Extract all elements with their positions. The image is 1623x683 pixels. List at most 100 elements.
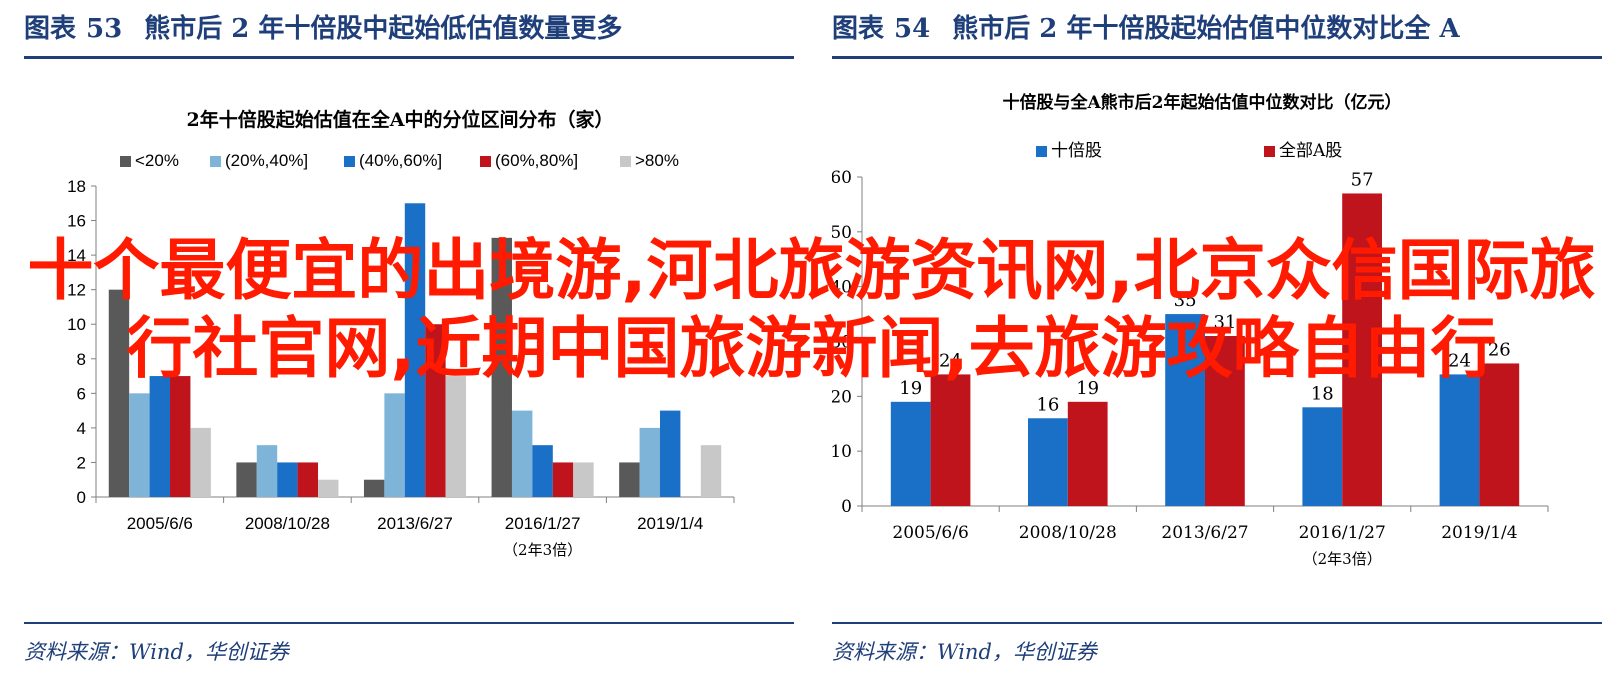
data-label: 18 xyxy=(1311,383,1334,404)
figure-number: 53 xyxy=(86,14,123,44)
chart-title: 十倍股与全A熊市后2年起始估值中位数对比（亿元） xyxy=(1002,92,1401,113)
legend-label: 十倍股 xyxy=(1051,141,1102,161)
bar xyxy=(190,427,211,497)
bar xyxy=(639,427,660,497)
bar xyxy=(890,401,931,506)
y-tick-label: 10 xyxy=(67,315,86,334)
y-tick-label: 2 xyxy=(77,453,86,472)
x-tick-label: 2019/1/4 xyxy=(1441,523,1517,543)
bar xyxy=(1479,363,1520,506)
y-tick-label: 4 xyxy=(77,419,86,438)
figure-title: 熊市后 2 年十倍股起始估值中位数对比全 A xyxy=(952,14,1460,44)
bar xyxy=(532,445,553,497)
x-tick-label: 2019/1/4 xyxy=(637,514,703,533)
x-tick-label: 2008/10/28 xyxy=(1019,523,1117,543)
y-tick-label: 20 xyxy=(832,387,852,407)
data-label: 24 xyxy=(939,350,962,371)
legend-swatch xyxy=(1264,146,1275,157)
y-tick-label: 16 xyxy=(67,212,86,231)
bar xyxy=(129,393,150,497)
legend-swatch xyxy=(210,156,221,167)
y-tick-label: 6 xyxy=(77,384,86,403)
bar xyxy=(149,376,171,497)
bar xyxy=(297,462,319,497)
x-tick-label: 2016/1/27 xyxy=(1299,523,1386,543)
figure-header: 图表 53 熊市后 2 年十倍股中起始低估值数量更多 xyxy=(24,8,622,45)
legend-label: 全部A股 xyxy=(1279,141,1342,161)
bar xyxy=(108,289,130,497)
x-category-note: （2年3倍） xyxy=(1303,550,1382,568)
x-category-note: （2年3倍） xyxy=(503,541,582,559)
bar xyxy=(318,479,339,497)
data-label: 16 xyxy=(1036,394,1059,415)
figure-number: 54 xyxy=(894,14,931,44)
bar xyxy=(1302,407,1343,506)
y-tick-label: 40 xyxy=(832,278,852,298)
legend-label: (20%,40%] xyxy=(225,151,308,170)
footer-rule xyxy=(832,622,1602,624)
legend-label: (40%,60%] xyxy=(359,151,442,170)
figure-header: 图表 54 熊市后 2 年十倍股起始估值中位数对比全 A xyxy=(832,8,1460,45)
bar xyxy=(491,237,512,498)
data-label: 19 xyxy=(1076,378,1099,399)
source-note: 资料来源：Wind，华创证券 xyxy=(24,640,289,664)
chart-quantile-distribution: 2年十倍股起始估值在全A中的分位区间分布（家） <20% (20%,40%] (40%… xyxy=(67,108,735,559)
bar xyxy=(277,462,298,497)
figure-label: 图表 xyxy=(832,14,885,44)
x-tick-label: 2016/1/27 xyxy=(505,514,581,533)
figure-label: 图表 xyxy=(24,14,77,44)
bar xyxy=(1028,418,1068,506)
figure-title: 熊市后 2 年十倍股中起始低估值数量更多 xyxy=(144,14,623,44)
y-tick-label: 0 xyxy=(841,497,852,517)
y-tick-label: 12 xyxy=(67,281,86,300)
bar xyxy=(511,410,533,497)
bar xyxy=(384,393,405,497)
legend-swatch xyxy=(1036,146,1047,157)
y-tick-label: 8 xyxy=(77,350,86,369)
bar xyxy=(1165,314,1205,506)
bar xyxy=(425,324,446,497)
bar xyxy=(445,376,467,497)
y-tick-label: 30 xyxy=(832,333,852,353)
bar xyxy=(700,445,722,497)
data-label: 19 xyxy=(899,378,922,399)
legend-swatch xyxy=(480,156,491,167)
x-tick-label: 2005/6/6 xyxy=(127,514,193,533)
legend-label: <20% xyxy=(135,151,179,170)
y-tick-label: 50 xyxy=(832,223,852,243)
bar xyxy=(659,410,681,497)
bar xyxy=(573,462,594,497)
bar xyxy=(170,376,191,497)
header-rule xyxy=(832,56,1602,59)
bar xyxy=(930,374,971,506)
legend-swatch xyxy=(120,156,131,167)
x-tick-label: 2013/6/27 xyxy=(377,514,453,533)
bar xyxy=(1205,336,1245,506)
source-note: 资料来源：Wind，华创证券 xyxy=(832,640,1097,664)
bar xyxy=(1439,374,1480,506)
chart-title: 2年十倍股起始估值在全A中的分位区间分布（家） xyxy=(187,108,614,131)
footer-rule xyxy=(24,622,794,624)
bar xyxy=(236,462,257,497)
x-tick-label: 2013/6/27 xyxy=(1161,523,1248,543)
data-label: 35 xyxy=(1174,290,1197,311)
bar xyxy=(1342,193,1382,506)
header-rule xyxy=(24,56,794,59)
data-label: 57 xyxy=(1351,169,1374,190)
x-tick-label: 2008/10/28 xyxy=(245,514,330,533)
y-tick-label: 0 xyxy=(77,488,86,507)
bar xyxy=(619,462,640,497)
legend-label: >80% xyxy=(635,151,679,170)
bar xyxy=(404,203,426,497)
bar xyxy=(552,462,574,497)
data-label: 26 xyxy=(1488,339,1511,360)
x-tick-label: 2005/6/6 xyxy=(892,523,968,543)
chart-median-valuation: 十倍股与全A熊市后2年起始估值中位数对比（亿元） 十倍股 全部A股 0 10 20 30 40… xyxy=(832,92,1549,568)
legend-swatch xyxy=(344,156,355,167)
legend-swatch xyxy=(620,156,631,167)
y-tick-label: 10 xyxy=(832,442,852,462)
data-label: 31 xyxy=(1213,312,1236,333)
y-tick-label: 18 xyxy=(67,177,86,196)
data-label: 24 xyxy=(1448,350,1471,371)
y-tick-label: 60 xyxy=(832,168,852,188)
